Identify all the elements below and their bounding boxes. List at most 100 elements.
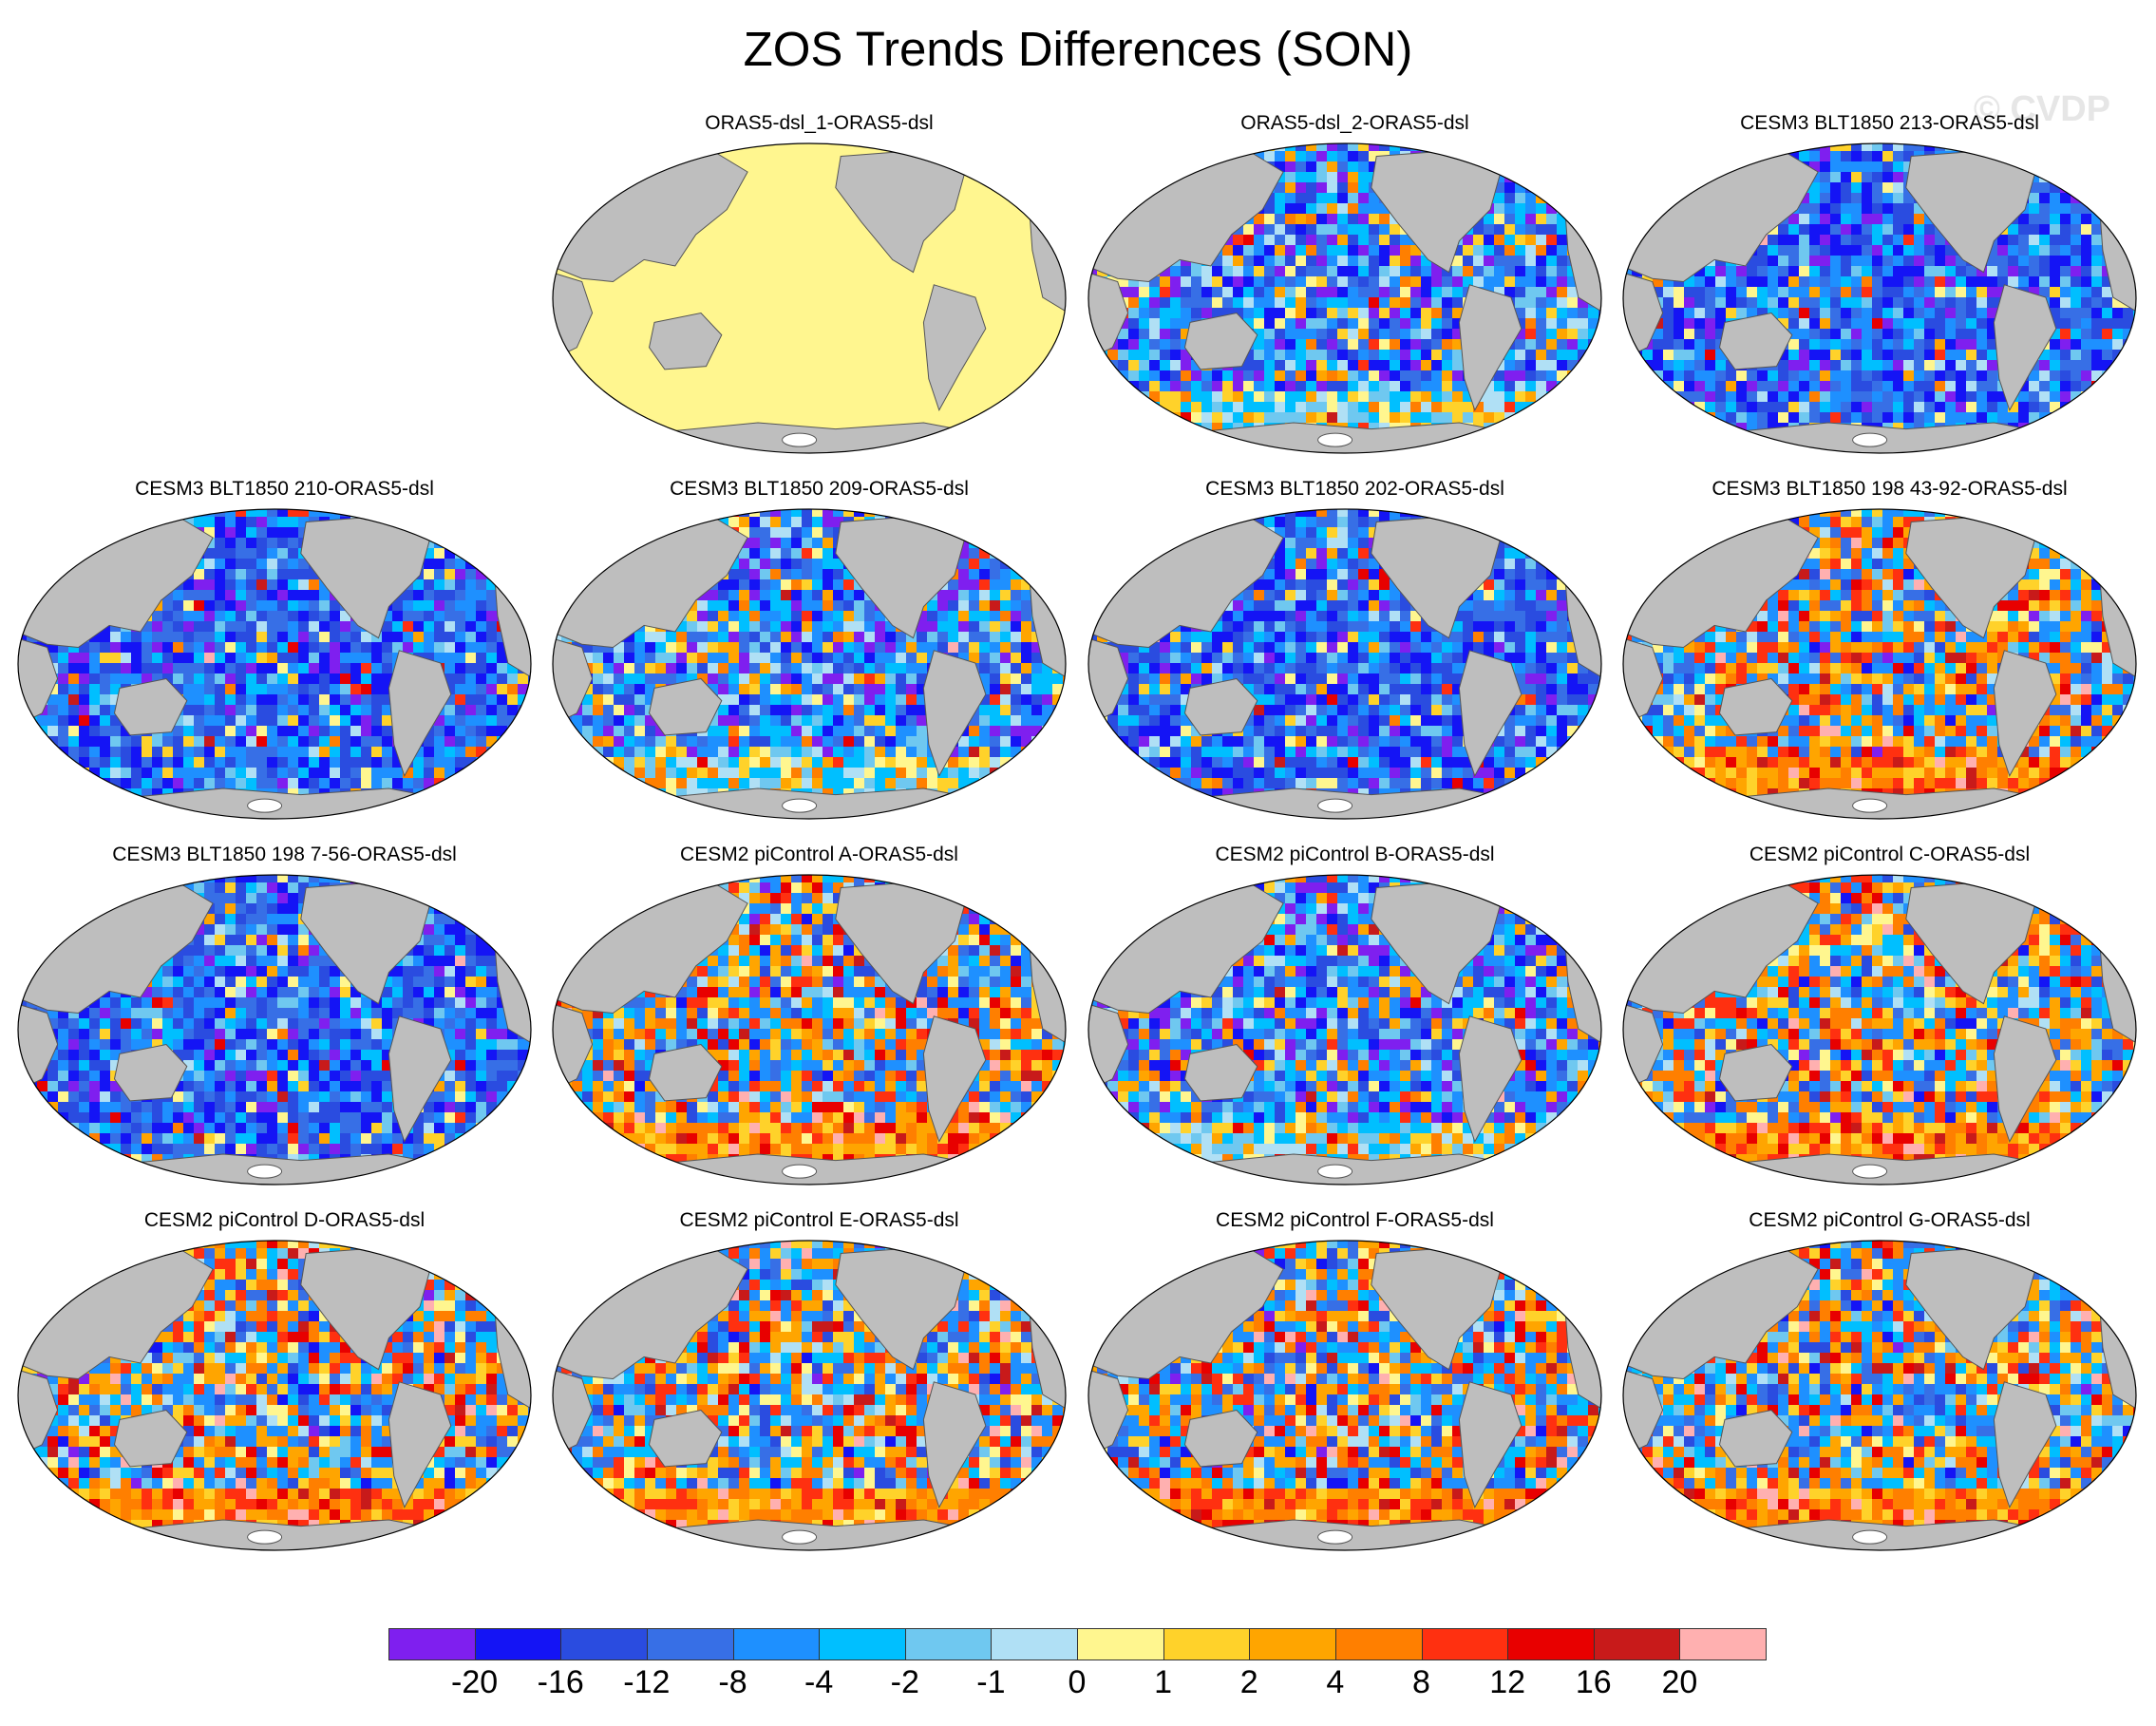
world-map [1622,142,2137,454]
world-map [1087,874,1602,1185]
map-panel: ORAS5-dsl_2-ORAS5-dsl [1087,112,1623,473]
ice-shelf [1317,798,1353,813]
ice-shelf [2017,425,2053,440]
colorbar [388,1628,1767,1660]
land-mass [1458,284,1522,412]
world-map [552,1240,1067,1551]
colorbar-tick-label: -1 [976,1664,1005,1701]
panel-title: CESM2 piControl F-ORAS5-dsl [1087,1209,1623,1232]
ice-shelf [947,790,983,806]
land-mass [1458,650,1522,778]
map-border [17,1240,532,1551]
world-map [1087,508,1602,820]
colorbar-tick-label: 4 [1326,1664,1344,1701]
panel-title: CESM3 BLT1850 213-ORAS5-dsl [1621,112,2156,135]
map-border [1087,1240,1602,1551]
colorbar-box [904,1628,993,1660]
map-border [1087,508,1602,820]
map-panel: CESM2 piControl B-ORAS5-dsl [1087,844,1623,1204]
map-panel: CESM3 BLT1850 210-ORAS5-dsl [16,478,553,839]
panel-title: CESM2 piControl D-ORAS5-dsl [16,1209,553,1232]
map-panel: CESM2 piControl A-ORAS5-dsl [551,844,1087,1204]
ice-shelf [2017,1156,2053,1171]
map-border [1087,874,1602,1185]
colorbar-box [1249,1628,1336,1660]
land-mass [2045,515,2089,551]
map-border [552,508,1067,820]
land-mass [1510,149,1554,185]
land-mass [1993,284,2057,412]
colorbar-tick-label: 20 [1661,1664,1697,1701]
land-mass [1510,515,1554,551]
ice-shelf [782,1529,818,1545]
world-map [17,508,532,820]
map-border [552,1240,1067,1551]
land-mass [1993,650,2057,778]
land-mass [1510,881,1554,917]
colorbar-tick-label: 0 [1069,1664,1087,1701]
ice-shelf [2017,790,2053,806]
land-mass [922,1381,987,1509]
map-panel: CESM2 piControl G-ORAS5-dsl [1621,1209,2156,1570]
colorbar-box [388,1628,476,1660]
ice-shelf [1317,432,1353,447]
map-border [17,874,532,1185]
map-panel: CESM3 BLT1850 198 43-92-ORAS5-dsl [1621,478,2156,839]
colorbar-tick-label: -4 [804,1664,833,1701]
colorbar-tick-label: 1 [1154,1664,1172,1701]
land-mass [388,1015,452,1144]
map-panel: CESM2 piControl D-ORAS5-dsl [16,1209,553,1570]
world-map [552,142,1067,454]
land-mass [113,1409,188,1468]
land-mass [974,149,1018,185]
colorbar-box [474,1628,562,1660]
colorbar-tick-label: 2 [1240,1664,1258,1701]
land-mass [1183,1043,1258,1102]
colorbar-tick-label: 8 [1412,1664,1430,1701]
land-mass [1183,1409,1258,1468]
panel-title: CESM3 BLT1850 209-ORAS5-dsl [551,478,1087,501]
land-mass [648,677,723,736]
land-mass [1510,1246,1554,1282]
world-map [1087,142,1602,454]
land-mass [1718,1043,1793,1102]
colorbar-tick-label: 16 [1576,1664,1612,1701]
land-mass [648,1409,723,1468]
colorbar-box [1077,1628,1164,1660]
map-border [552,142,1067,454]
colorbar-box [1679,1628,1767,1660]
figure-title: ZOS Trends Differences (SON) [0,21,2156,77]
land-mass [1718,312,1793,370]
map-panel: CESM3 BLT1850 209-ORAS5-dsl [551,478,1087,839]
land-mass [440,515,483,551]
land-mass [1458,1381,1522,1509]
land-mass [974,1246,1018,1282]
panel-title: CESM3 BLT1850 202-ORAS5-dsl [1087,478,1623,501]
map-panel: CESM3 BLT1850 198 7-56-ORAS5-dsl [16,844,553,1204]
land-mass [1993,1381,2057,1509]
colorbar-box [1163,1628,1251,1660]
land-mass [1458,1015,1522,1144]
colorbar-box [560,1628,648,1660]
colorbar-tick-label: -12 [623,1664,670,1701]
colorbar-box [1507,1628,1595,1660]
world-map [552,874,1067,1185]
map-border [1622,508,2137,820]
world-map [1622,874,2137,1185]
ice-shelf [412,790,448,806]
map-panel: CESM2 piControl C-ORAS5-dsl [1621,844,2156,1204]
map-border [17,508,532,820]
panel-title: CESM2 piControl C-ORAS5-dsl [1621,844,2156,866]
ice-shelf [1483,1156,1519,1171]
ice-shelf [1852,1529,1888,1545]
map-border [1622,874,2137,1185]
land-mass [648,1043,723,1102]
land-mass [2045,149,2089,185]
colorbar-box [732,1628,821,1660]
colorbar-tick-label: -8 [718,1664,747,1701]
colorbar-box [1421,1628,1509,1660]
ice-shelf [247,1164,283,1179]
world-map [552,508,1067,820]
ice-shelf [782,432,818,447]
world-map [1622,1240,2137,1551]
